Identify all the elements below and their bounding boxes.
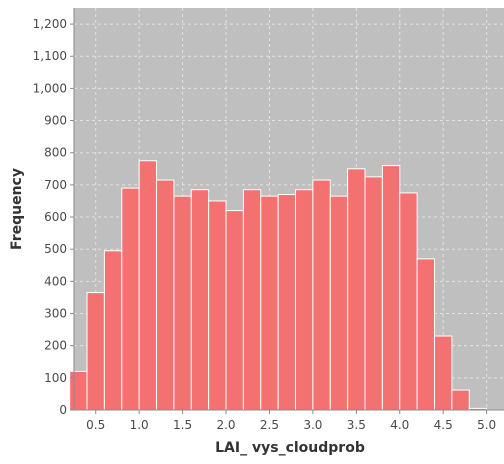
histogram-bar	[364, 176, 383, 411]
y-tick-label: 400	[44, 274, 67, 288]
x-tick-label: 0.5	[86, 418, 105, 432]
y-tick-label: 900	[44, 114, 67, 128]
x-axis-title: LAI_ vys_cloudprob	[215, 440, 365, 456]
x-tick-label: 4.0	[390, 418, 409, 432]
y-tick-label: 600	[44, 210, 67, 224]
y-tick-label: 1,200	[33, 17, 67, 31]
y-tick-label: 0	[59, 403, 67, 417]
histogram-bar	[434, 335, 453, 411]
histogram-bar	[451, 389, 470, 411]
y-tick-label: 700	[44, 178, 67, 192]
y-tick-label: 1,100	[33, 49, 67, 63]
x-tick-label: 1.0	[130, 418, 149, 432]
histogram-bar	[156, 179, 175, 411]
histogram-bar	[173, 195, 192, 411]
histogram-bar	[69, 370, 88, 411]
histogram-bar	[312, 179, 331, 411]
x-tick-label: 1.5	[173, 418, 192, 432]
histogram-bar	[208, 200, 227, 411]
x-tick-label: 3.0	[303, 418, 322, 432]
histogram-bar	[121, 187, 140, 411]
y-axis-title: Frequency	[9, 168, 25, 250]
y-tick-labels: 0 100 200 300 400 500 600 700 800 900 1,000 1,100 1,…	[33, 17, 67, 417]
histogram-bar	[381, 165, 401, 411]
histogram-bar	[86, 292, 105, 411]
y-tick-label: 100	[44, 371, 67, 385]
histogram-bar	[242, 189, 262, 411]
histogram-bar	[416, 258, 436, 411]
y-tick-label: 500	[44, 242, 67, 256]
x-tick-label: 3.5	[347, 418, 366, 432]
bars	[69, 160, 488, 411]
histogram-bar	[138, 160, 158, 411]
histogram-bar	[190, 189, 210, 411]
y-tick-label: 800	[44, 146, 67, 160]
y-tick-label: 200	[44, 339, 67, 353]
histogram-bar	[399, 192, 418, 411]
y-tick-label: 300	[44, 307, 67, 321]
histogram-bar	[260, 195, 279, 411]
x-tick-label: 4.5	[434, 418, 453, 432]
x-tick-labels: 0.5 1.0 1.5 2.0 2.5 3.0 3.5 4.0 4.5 5.0	[86, 418, 496, 432]
histogram-bar	[277, 194, 297, 411]
histogram-bar	[347, 168, 366, 411]
axes	[70, 8, 504, 414]
histogram-bar	[225, 210, 244, 411]
x-tick-label: 5.0	[477, 418, 496, 432]
histogram-bar	[329, 195, 349, 411]
x-tick-label: 2.5	[260, 418, 279, 432]
y-tick-label: 1,000	[33, 81, 67, 95]
histogram-bar	[295, 189, 314, 411]
histogram-bar	[103, 250, 123, 411]
x-tick-label: 2.0	[216, 418, 235, 432]
